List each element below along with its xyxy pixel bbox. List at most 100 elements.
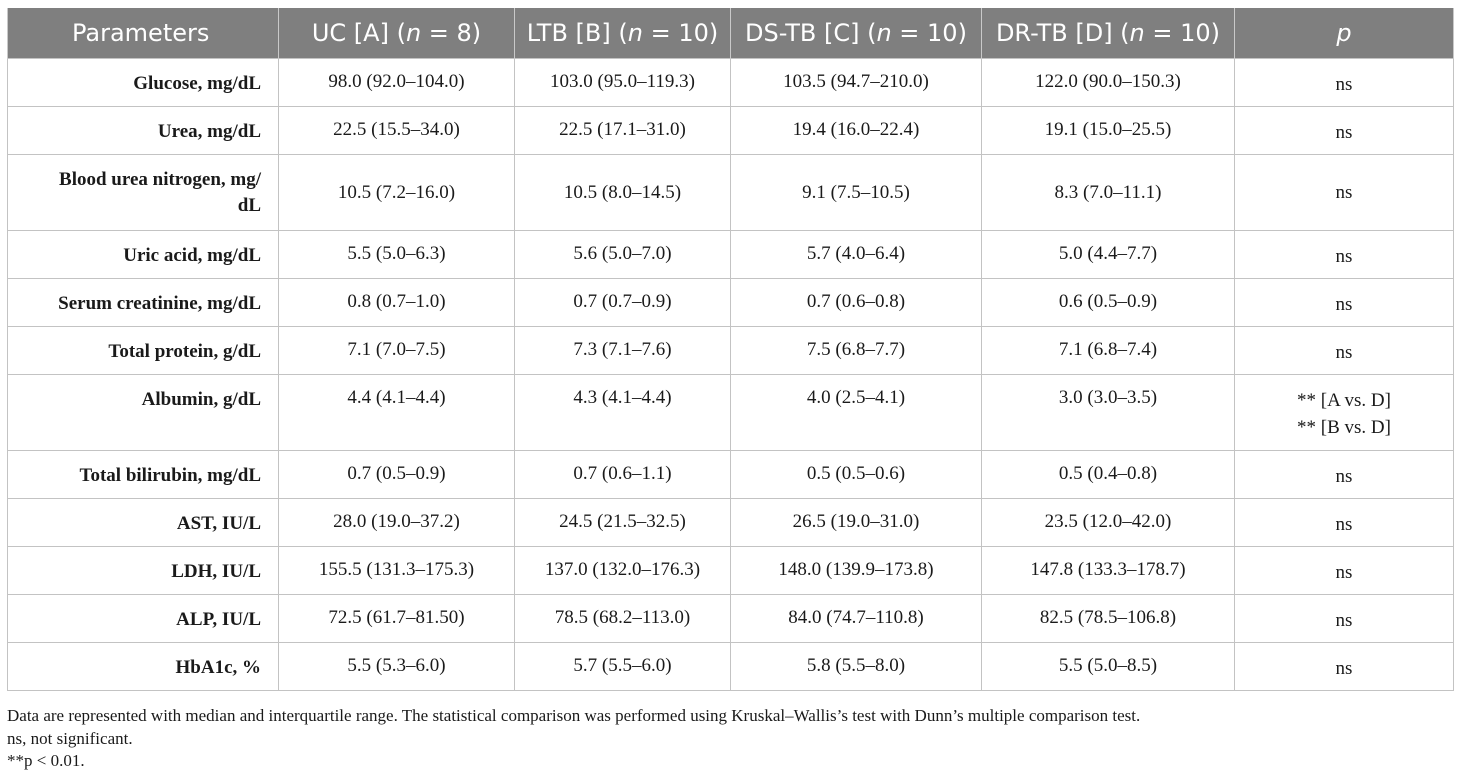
parameter-line: dL: [237, 195, 261, 216]
dstb-value-cell: 0.7 (0.6–0.8): [730, 278, 982, 327]
header-parameters-pre: Parameters: [72, 19, 210, 47]
dstb-value-cell: 4.0 (2.5–4.1): [730, 374, 982, 451]
ltb-value-cell: 0.7 (0.6–1.1): [514, 450, 731, 499]
dstb-value-cell: 84.0 (74.7–110.8): [730, 594, 982, 643]
table-row: Urea, mg/dL 22.5 (15.5–34.0) 22.5 (17.1–31…: [7, 106, 1454, 155]
header-drtb: DR-TB [D] (n = 10): [981, 8, 1235, 59]
drtb-value-cell: 0.6 (0.5–0.9): [981, 278, 1235, 327]
p-value-cell: ns: [1234, 230, 1454, 279]
uc-value-cell: 155.5 (131.3–175.3): [278, 546, 515, 595]
table-row: AST, IU/L 28.0 (19.0–37.2) 24.5 (21.5–32.5…: [7, 498, 1454, 547]
p-value-text: ns: [1335, 562, 1353, 583]
ltb-value-cell: 5.7 (5.5–6.0): [514, 642, 731, 691]
ltb-value-cell: 7.3 (7.1–7.6): [514, 326, 731, 375]
ltb-value-cell: 103.0 (95.0–119.3): [514, 58, 731, 107]
dstb-value-cell: 7.5 (6.8–7.7): [730, 326, 982, 375]
drtb-value-cell: 147.8 (133.3–178.7): [981, 546, 1235, 595]
p-value-cell: ns: [1234, 106, 1454, 155]
p-value-text: ns: [1335, 658, 1353, 679]
parameter-cell: Urea, mg/dL: [7, 106, 279, 155]
drtb-value-cell: 23.5 (12.0–42.0): [981, 498, 1235, 547]
table-row: Albumin, g/dL 4.4 (4.1–4.4) 4.3 (4.1–4.4) 4…: [7, 374, 1454, 451]
p-value-cell: ns: [1234, 58, 1454, 107]
table-row: Serum creatinine, mg/dL 0.8 (0.7–1.0) 0.7 …: [7, 278, 1454, 327]
header-dstb-it: n: [876, 19, 892, 47]
parameters-table: Parameters UC [A] (n = 8) LTB [B] (n = 10)…: [7, 8, 1454, 691]
drtb-value-cell: 7.1 (6.8–7.4): [981, 326, 1235, 375]
data-table-container: Parameters UC [A] (n = 8) LTB [B] (n = 10)…: [7, 8, 1454, 691]
header-uc-it: n: [405, 19, 422, 47]
dstb-value-cell: 19.4 (16.0–22.4): [730, 106, 982, 155]
p-value-cell: ns: [1234, 278, 1454, 327]
p-value-cell: ns: [1234, 546, 1454, 595]
parameter-cell: Serum creatinine, mg/dL: [7, 278, 279, 327]
uc-value-cell: 5.5 (5.3–6.0): [278, 642, 515, 691]
p-value-text: ns: [1335, 182, 1353, 203]
p-value-text: ** [B vs. D]: [1297, 417, 1391, 438]
header-ltb-pre: LTB [B] (: [526, 19, 628, 47]
p-value-cell: ns: [1234, 326, 1454, 375]
table-row: HbA1c, % 5.5 (5.3–6.0) 5.7 (5.5–6.0) 5.8 (5…: [7, 642, 1454, 691]
uc-value-cell: 22.5 (15.5–34.0): [278, 106, 515, 155]
p-value-text: ns: [1335, 294, 1353, 315]
uc-value-cell: 10.5 (7.2–16.0): [278, 154, 515, 231]
header-uc: UC [A] (n = 8): [278, 8, 515, 59]
p-value-text: ns: [1335, 514, 1353, 535]
dstb-value-cell: 148.0 (139.9–173.8): [730, 546, 982, 595]
table-body: Glucose, mg/dL 98.0 (92.0–104.0) 103.0 (95…: [7, 58, 1454, 691]
header-dstb-post: = 10): [891, 19, 967, 47]
drtb-value-cell: 122.0 (90.0–150.3): [981, 58, 1235, 107]
drtb-value-cell: 3.0 (3.0–3.5): [981, 374, 1235, 451]
parameter-cell: Glucose, mg/dL: [7, 58, 279, 107]
drtb-value-cell: 19.1 (15.0–25.5): [981, 106, 1235, 155]
uc-value-cell: 72.5 (61.7–81.50): [278, 594, 515, 643]
uc-value-cell: 4.4 (4.1–4.4): [278, 374, 515, 451]
p-value-cell: ** [A vs. D] ** [B vs. D]: [1234, 374, 1454, 451]
drtb-value-cell: 8.3 (7.0–11.1): [981, 154, 1235, 231]
p-value-text: ns: [1335, 246, 1353, 267]
p-value-text: ns: [1335, 122, 1353, 143]
header-drtb-post: = 10): [1144, 19, 1221, 47]
parameter-cell: LDH, IU/L: [7, 546, 279, 595]
header-p-it: p: [1336, 19, 1352, 47]
p-value-cell: ns: [1234, 642, 1454, 691]
drtb-value-cell: 5.0 (4.4–7.7): [981, 230, 1235, 279]
table-footnotes: Data are represented with median and int…: [7, 705, 1140, 773]
p-value-cell: ns: [1234, 154, 1454, 231]
dstb-value-cell: 9.1 (7.5–10.5): [730, 154, 982, 231]
header-ltb-it: n: [627, 19, 643, 47]
ltb-value-cell: 0.7 (0.7–0.9): [514, 278, 731, 327]
header-ltb-post: = 10): [642, 19, 719, 47]
dstb-value-cell: 5.7 (4.0–6.4): [730, 230, 982, 279]
header-drtb-pre: DR-TB [D] (: [995, 19, 1130, 47]
p-value-text: ns: [1335, 342, 1353, 363]
drtb-value-cell: 0.5 (0.4–0.8): [981, 450, 1235, 499]
uc-value-cell: 7.1 (7.0–7.5): [278, 326, 515, 375]
uc-value-cell: 5.5 (5.0–6.3): [278, 230, 515, 279]
header-uc-post: = 8): [421, 19, 482, 47]
header-uc-pre: UC [A] (: [311, 19, 406, 47]
ltb-value-cell: 137.0 (132.0–176.3): [514, 546, 731, 595]
parameter-cell: ALP, IU/L: [7, 594, 279, 643]
header-dstb-pre: DS-TB [C] (: [745, 19, 877, 47]
parameter-cell: Uric acid, mg/dL: [7, 230, 279, 279]
footnote-ns: ns, not significant.: [7, 728, 133, 748]
parameter-cell: AST, IU/L: [7, 498, 279, 547]
dstb-value-cell: 103.5 (94.7–210.0): [730, 58, 982, 107]
parameter-cell: Total protein, g/dL: [7, 326, 279, 375]
p-value-cell: ns: [1234, 594, 1454, 643]
p-value-text: ns: [1335, 74, 1353, 95]
dstb-value-cell: 26.5 (19.0–31.0): [730, 498, 982, 547]
parameter-line: Blood urea nitrogen, mg/: [59, 169, 261, 190]
table-row: Total bilirubin, mg/dL 0.7 (0.5–0.9) 0.7 (…: [7, 450, 1454, 499]
header-parameters: Parameters: [7, 8, 279, 59]
ltb-value-cell: 22.5 (17.1–31.0): [514, 106, 731, 155]
p-value-text: ** [A vs. D]: [1297, 390, 1391, 411]
uc-value-cell: 28.0 (19.0–37.2): [278, 498, 515, 547]
table-row: Total protein, g/dL 7.1 (7.0–7.5) 7.3 (7.1…: [7, 326, 1454, 375]
p-value-cell: ns: [1234, 498, 1454, 547]
table-row: Uric acid, mg/dL 5.5 (5.0–6.3) 5.6 (5.0–7.…: [7, 230, 1454, 279]
uc-value-cell: 98.0 (92.0–104.0): [278, 58, 515, 107]
header-dstb: DS-TB [C] (n = 10): [730, 8, 982, 59]
p-value-text: ns: [1335, 466, 1353, 487]
